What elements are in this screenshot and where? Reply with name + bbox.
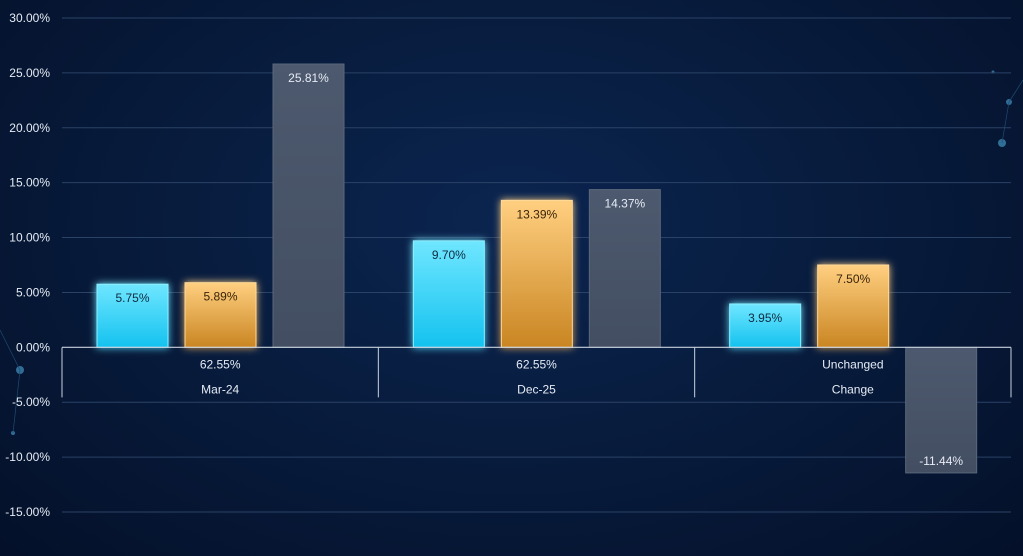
- category-sublabel: 62.55%: [516, 357, 557, 371]
- y-tick-label: 25.00%: [9, 66, 50, 80]
- bar-dec-25: [500, 199, 573, 348]
- bar-change: [729, 303, 802, 348]
- bar-mar-24: [272, 63, 345, 348]
- y-tick-label: -10.00%: [5, 450, 50, 464]
- y-tick-label: 30.00%: [9, 11, 50, 25]
- bar-dec-25: [588, 189, 661, 348]
- data-label: 3.95%: [748, 311, 782, 325]
- y-tick-label: 15.00%: [9, 176, 50, 190]
- y-tick-label: 5.00%: [16, 285, 50, 299]
- data-label: -11.44%: [919, 454, 963, 468]
- data-label: 9.70%: [432, 248, 466, 262]
- y-tick-label: 10.00%: [9, 231, 50, 245]
- bar-change: [817, 264, 890, 348]
- bar-dec-25: [412, 240, 485, 348]
- data-label: 25.81%: [288, 71, 329, 85]
- data-label: 5.89%: [203, 290, 237, 304]
- category-sublabel: Unchanged: [822, 357, 883, 371]
- data-label: 14.37%: [604, 197, 645, 211]
- y-tick-label: -15.00%: [5, 505, 50, 519]
- y-tick-label: 0.00%: [16, 340, 50, 354]
- data-label: 5.75%: [115, 291, 149, 305]
- category-sublabel: 62.55%: [200, 357, 241, 371]
- bar-mar-24: [184, 282, 257, 348]
- network-decoration: [0, 70, 1023, 435]
- category-label: Dec-25: [517, 382, 556, 396]
- data-label: 13.39%: [516, 207, 557, 221]
- y-tick-label: -5.00%: [12, 395, 50, 409]
- category-label: Change: [832, 382, 874, 396]
- data-label: 7.50%: [836, 272, 870, 286]
- category-label: Mar-24: [201, 382, 239, 396]
- bar-mar-24: [96, 283, 169, 348]
- y-tick-label: 20.00%: [9, 121, 50, 135]
